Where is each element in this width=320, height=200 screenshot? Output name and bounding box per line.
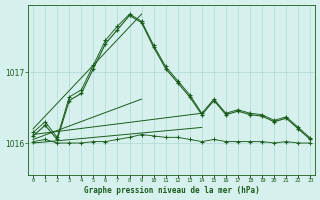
X-axis label: Graphe pression niveau de la mer (hPa): Graphe pression niveau de la mer (hPa) <box>84 186 260 195</box>
